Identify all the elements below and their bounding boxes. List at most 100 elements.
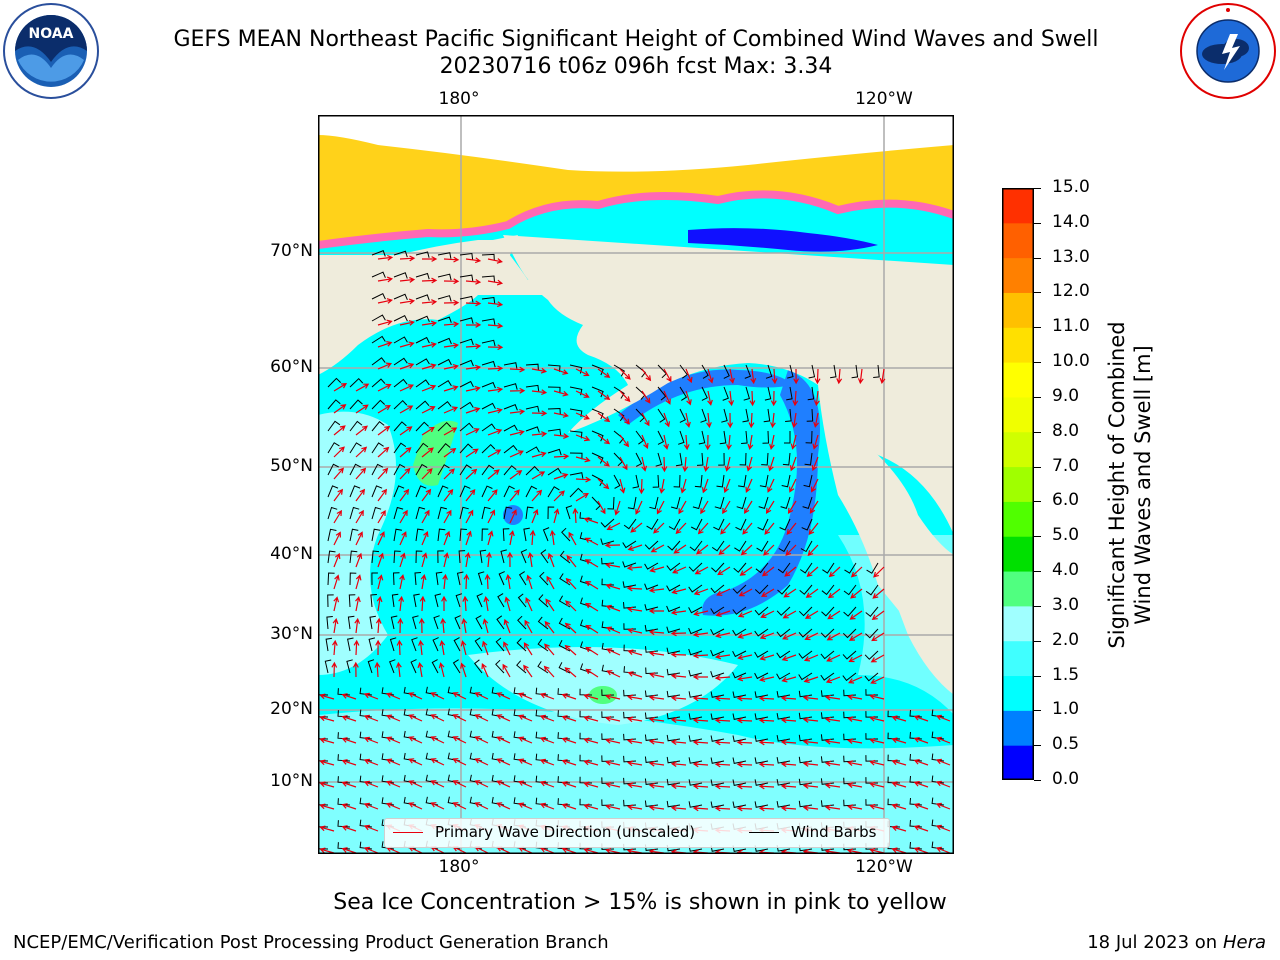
wave-direction-arrow (408, 692, 423, 700)
lat-label-40n: 40°N (270, 544, 313, 564)
colorbar-segment (1002, 675, 1034, 711)
wind-barb (525, 506, 534, 520)
noaa-logo-text: NOAA (29, 26, 74, 42)
wave-direction-arrow (626, 760, 643, 767)
wind-barb (458, 550, 466, 564)
wind-barb (754, 650, 769, 658)
wind-barb (688, 606, 703, 614)
wind-barb (842, 650, 857, 660)
wind-barb (327, 377, 342, 388)
wave-direction-arrow (714, 674, 731, 681)
wind-barb (757, 518, 769, 531)
wave-direction-arrow (496, 758, 511, 766)
wind-barb (518, 571, 527, 586)
wave-direction-arrow (738, 588, 753, 597)
wave-direction-arrow (363, 802, 379, 810)
calm-coastal-band (618, 369, 793, 425)
wind-barb (713, 518, 725, 531)
colorbar-tick-label: 15.0 (1052, 177, 1090, 197)
wave-direction-arrow (872, 588, 885, 599)
wind-barb (371, 528, 381, 542)
wave-direction-arrow (783, 588, 797, 598)
wave-direction-arrow (605, 694, 621, 700)
wave-direction-arrow (585, 624, 599, 634)
wave-direction-arrow (319, 759, 335, 766)
colorbar-segment (1002, 396, 1034, 433)
wave-direction-arrow (683, 434, 690, 451)
wave-direction-arrow (503, 618, 511, 634)
wave-direction-arrow (671, 588, 687, 595)
wave-direction-arrow (461, 617, 468, 634)
wind-barb (719, 430, 727, 445)
wave-direction-arrow (614, 500, 621, 516)
wind-barb (579, 597, 593, 608)
wind-barb (547, 467, 562, 476)
wave-direction-arrow (626, 782, 643, 789)
wave-direction-arrow (531, 431, 548, 437)
wind-barb (557, 732, 571, 740)
wave-direction-arrow (786, 522, 797, 535)
wave-direction-arrow (430, 758, 445, 766)
wind-barb (547, 364, 561, 372)
colorbar-tick-mark (1034, 222, 1041, 224)
wave-direction-arrow (418, 639, 424, 656)
wave-direction-arrow (376, 595, 383, 612)
wave-direction-arrow (848, 654, 863, 663)
wind-barb (710, 584, 725, 594)
wave-direction-arrow (803, 676, 819, 683)
wind-barb (535, 687, 549, 696)
wave-direction-arrow (509, 387, 526, 394)
wave-direction-arrow (438, 662, 445, 678)
wave-direction-arrow (420, 573, 427, 590)
wind-barb (413, 593, 420, 608)
wind-barb (359, 819, 373, 828)
wind-barb (844, 562, 857, 574)
wave-direction-arrow (355, 488, 366, 502)
wave-direction-arrow (703, 456, 710, 473)
wind-barb (739, 452, 747, 466)
wind-barb (497, 593, 505, 608)
wind-barb (371, 399, 386, 410)
wave-direction-arrow (443, 447, 457, 458)
wind-barb (821, 584, 835, 596)
wave-direction-arrow (341, 759, 357, 766)
wave-direction-arrow (913, 759, 929, 766)
wave-direction-arrow (764, 522, 775, 535)
wave-direction-arrow (682, 456, 689, 473)
wind-barb (689, 540, 703, 552)
wave-direction-arrow (517, 758, 533, 766)
wave-direction-arrow (443, 385, 459, 392)
wave-direction-arrow (543, 665, 555, 678)
wind-barb (410, 659, 417, 674)
wave-direction-arrow (408, 780, 423, 788)
wave-direction-arrow (824, 782, 841, 789)
wave-direction-arrow (765, 500, 775, 514)
wind-barb (393, 506, 404, 520)
wind-barb (474, 659, 483, 674)
wave-direction-arrow (913, 737, 929, 744)
wind-barb (652, 474, 660, 488)
wave-direction-arrow (619, 390, 631, 403)
wave-direction-arrow (421, 509, 430, 524)
wave-direction-arrow (421, 488, 432, 502)
wind-barb (557, 754, 571, 762)
wave-direction-arrow (692, 652, 709, 659)
wind-barb (535, 775, 549, 784)
wave-direction-arrow (850, 588, 863, 599)
wind-barb (679, 364, 688, 379)
wave-direction-arrow (355, 383, 370, 392)
wave-direction-arrow (374, 661, 381, 678)
wind-barb (475, 615, 483, 630)
wind-barb (516, 638, 527, 652)
wave-direction-arrow (496, 780, 511, 788)
wave-direction-legend-label: Primary Wave Direction (unscaled) (435, 823, 696, 841)
wave-direction-arrow (807, 544, 819, 557)
wave-direction-arrow (572, 507, 579, 524)
wind-barb (481, 253, 495, 261)
wave-direction-arrow (780, 695, 797, 702)
wave-direction-arrow (638, 478, 645, 495)
wave-direction-arrow (605, 804, 621, 810)
wave-direction-arrow (583, 781, 599, 788)
wind-barb (359, 709, 373, 718)
wave-direction-arrow (465, 428, 480, 436)
